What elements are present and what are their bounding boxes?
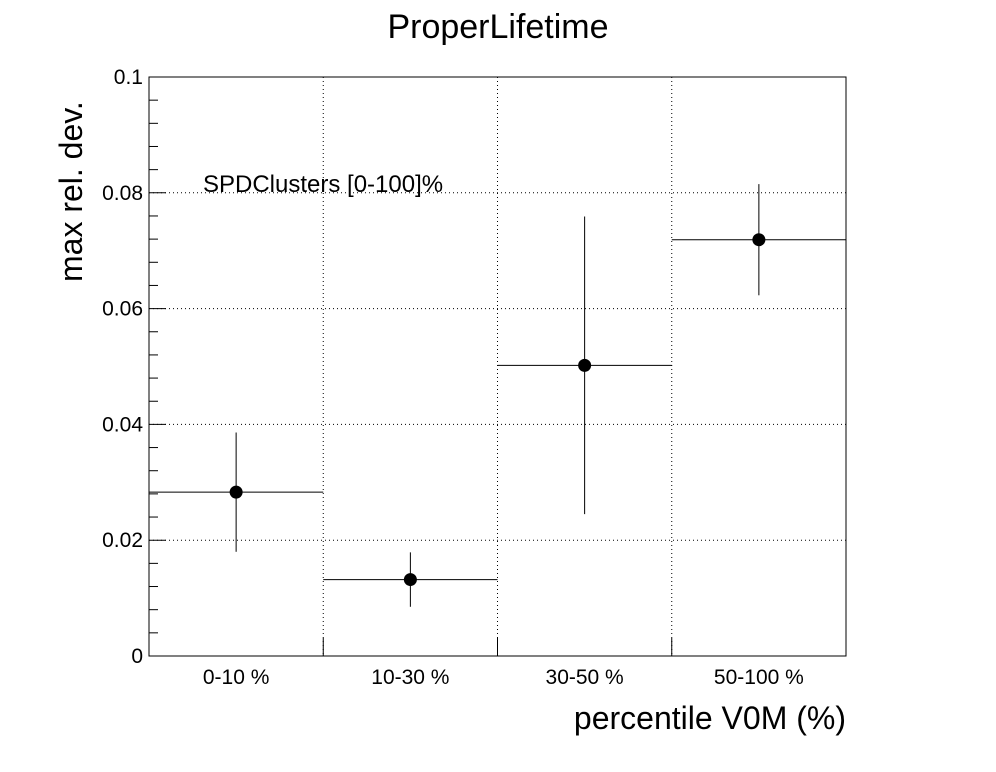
- y-axis-title: max rel. dev.: [53, 101, 89, 282]
- chart-title: ProperLifetime: [387, 8, 608, 46]
- y-tick-label: 0.04: [102, 413, 143, 436]
- y-tick-label: 0.1: [114, 66, 143, 89]
- y-tick-label: 0.08: [102, 182, 143, 205]
- x-axis: 0-10 % 10-30 % 30-50 % 50-100 %: [203, 638, 804, 689]
- x-tick-label: 0-10 %: [203, 666, 270, 689]
- data-point: [229, 485, 243, 499]
- x-axis-title: percentile V0M (%): [574, 700, 846, 736]
- data-point: [403, 573, 417, 587]
- data-point: [752, 233, 766, 247]
- y-tick-label: 0.06: [102, 298, 143, 321]
- grid: [149, 77, 846, 656]
- data-point: [578, 358, 592, 372]
- y-tick-label: 0: [131, 645, 143, 668]
- y-tick-label: 0.02: [102, 529, 143, 552]
- y-axis: 0 0.02 0.04 0.06 0.08 0.1: [102, 66, 166, 668]
- annotation-label: SPDClusters [0-100]%: [203, 171, 443, 198]
- data-marks: [149, 184, 846, 607]
- x-tick-label: 50-100 %: [714, 666, 804, 689]
- x-tick-label: 10-30 %: [371, 666, 449, 689]
- x-tick-label: 30-50 %: [546, 666, 624, 689]
